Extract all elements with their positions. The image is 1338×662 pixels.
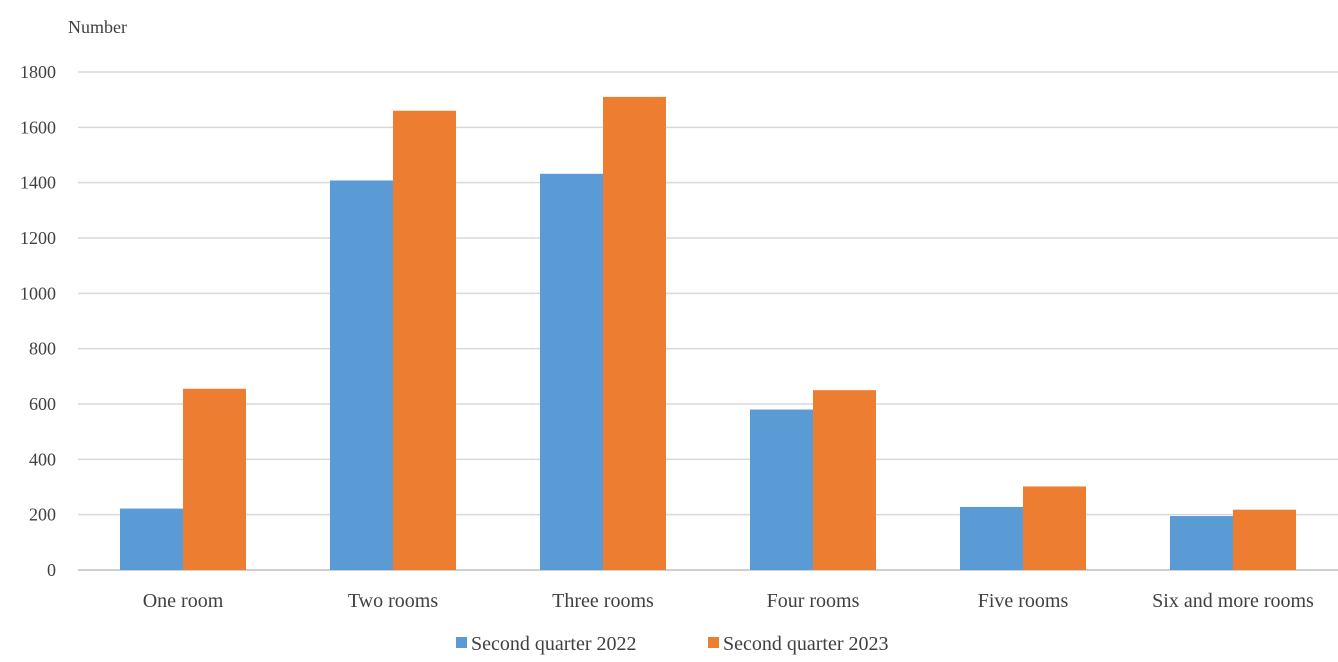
- bar: [750, 409, 813, 570]
- y-tick-label: 400: [29, 449, 56, 469]
- y-tick-label: 1800: [20, 62, 56, 82]
- y-tick-label: 0: [47, 560, 56, 580]
- x-category-label: Six and more rooms: [1152, 590, 1314, 612]
- legend: Second quarter 2022 Second quarter 2023: [456, 633, 889, 655]
- bar: [393, 110, 456, 570]
- y-tick-labels: 0 200 400 600 800 1000 1200 1400 1600 1800: [20, 62, 56, 580]
- bar: [330, 180, 393, 570]
- y-tick-label: 800: [29, 339, 56, 359]
- y-tick-label: 1200: [20, 228, 56, 248]
- y-tick-label: 600: [29, 394, 56, 414]
- bar: [1023, 486, 1086, 570]
- gridlines: [78, 71, 1338, 571]
- bar: [183, 388, 246, 570]
- bar: [960, 506, 1023, 570]
- legend-label: Second quarter 2022: [471, 633, 637, 655]
- legend-item: Second quarter 2023: [708, 633, 889, 655]
- bar: [120, 508, 183, 570]
- bar: [603, 96, 666, 571]
- y-tick-label: 1600: [20, 117, 56, 137]
- y-tick-label: 1000: [20, 283, 56, 303]
- x-category-label: Four rooms: [767, 590, 860, 612]
- y-tick-label: 1400: [20, 173, 56, 193]
- x-category-label: Five rooms: [978, 590, 1069, 612]
- y-tick-label: 200: [29, 505, 56, 525]
- x-category-label: Three rooms: [552, 590, 654, 612]
- legend-swatch: [456, 637, 467, 648]
- legend-swatch: [708, 637, 719, 648]
- legend-item: Second quarter 2022: [456, 633, 637, 655]
- legend-label: Second quarter 2023: [723, 633, 889, 655]
- bars: [120, 96, 1296, 571]
- bar: [540, 173, 603, 570]
- y-axis-title: Number: [68, 17, 127, 37]
- x-category-label: Two rooms: [348, 590, 438, 612]
- bar: [813, 390, 876, 570]
- x-category-label: One room: [143, 590, 224, 612]
- x-category-labels: One room Two rooms Three rooms Four rooms Fi…: [143, 590, 1314, 612]
- bar: [1170, 516, 1233, 570]
- bar: [1233, 509, 1296, 570]
